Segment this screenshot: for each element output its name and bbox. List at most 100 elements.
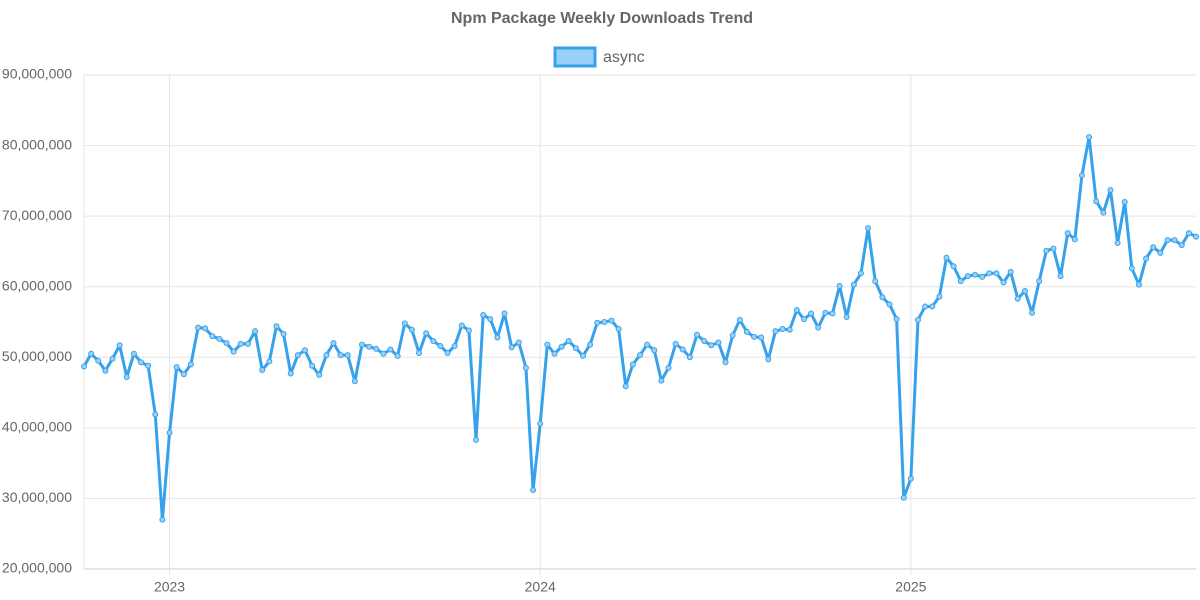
point [751, 333, 758, 340]
point [252, 328, 259, 335]
point [615, 326, 622, 333]
point [1014, 295, 1021, 302]
y-tick-label: 60,000,000 [2, 277, 72, 293]
point [323, 352, 330, 359]
point [964, 273, 971, 280]
point [1164, 237, 1171, 244]
point [266, 358, 273, 365]
point [1007, 268, 1014, 275]
point [173, 364, 180, 371]
y-tick-label: 30,000,000 [2, 489, 72, 505]
point [1114, 239, 1121, 246]
point [865, 225, 872, 232]
point [594, 319, 601, 326]
point [950, 263, 957, 270]
point [244, 340, 251, 347]
point [109, 355, 116, 362]
point [444, 350, 451, 357]
y-tick-label: 80,000,000 [2, 136, 72, 152]
point [786, 326, 793, 333]
point [351, 378, 358, 385]
point [629, 361, 636, 368]
point [579, 352, 586, 359]
point [1000, 279, 1007, 286]
point [309, 362, 316, 369]
point [366, 343, 373, 350]
point [408, 326, 415, 333]
chart-title: Npm Package Weekly Downloads Trend [451, 10, 753, 27]
point [1128, 265, 1135, 272]
point [423, 330, 430, 337]
point [138, 359, 145, 366]
point [850, 281, 857, 288]
point [551, 350, 558, 357]
point [736, 316, 743, 323]
point [537, 420, 544, 427]
point [145, 362, 152, 369]
point [993, 270, 1000, 277]
point [886, 301, 893, 308]
point [301, 347, 308, 354]
point [644, 341, 651, 348]
point [665, 364, 672, 371]
point [1121, 199, 1128, 206]
point [430, 338, 437, 345]
point [116, 342, 123, 349]
point [494, 334, 501, 341]
point [88, 350, 95, 357]
point [943, 254, 950, 261]
point [929, 303, 936, 310]
point [416, 350, 423, 357]
point [473, 436, 480, 443]
x-tick-label: 2025 [895, 579, 926, 595]
point [800, 316, 807, 323]
point [1135, 281, 1142, 288]
point [95, 357, 102, 364]
point [515, 339, 522, 346]
point [1157, 249, 1164, 256]
point [972, 271, 979, 278]
point [1029, 309, 1036, 316]
point [722, 359, 729, 366]
point [1071, 236, 1078, 243]
point [1057, 273, 1064, 280]
point [979, 273, 986, 280]
point [601, 319, 608, 325]
point [387, 346, 394, 353]
point [465, 327, 472, 334]
point [1093, 198, 1100, 205]
point [501, 310, 508, 317]
point [123, 374, 130, 381]
point [294, 352, 301, 359]
point [237, 340, 244, 347]
point [1143, 255, 1150, 262]
point [829, 310, 836, 317]
point [608, 317, 615, 324]
point [729, 332, 736, 339]
point [957, 278, 964, 285]
point [1171, 237, 1178, 244]
point [743, 328, 750, 335]
point [394, 352, 401, 359]
point [1021, 287, 1028, 294]
point [216, 335, 223, 342]
point [530, 486, 537, 493]
point [836, 283, 843, 290]
point [772, 328, 779, 335]
point [572, 345, 579, 352]
y-tick-label: 20,000,000 [2, 560, 72, 576]
point [195, 324, 202, 331]
point [209, 333, 216, 340]
point [822, 309, 829, 316]
point [202, 325, 209, 332]
point [180, 371, 187, 378]
point [223, 340, 230, 347]
x-tick-label: 2023 [154, 579, 185, 595]
point [701, 338, 708, 345]
point [1086, 134, 1093, 141]
point [230, 348, 237, 355]
point [316, 371, 323, 378]
point [187, 361, 194, 368]
